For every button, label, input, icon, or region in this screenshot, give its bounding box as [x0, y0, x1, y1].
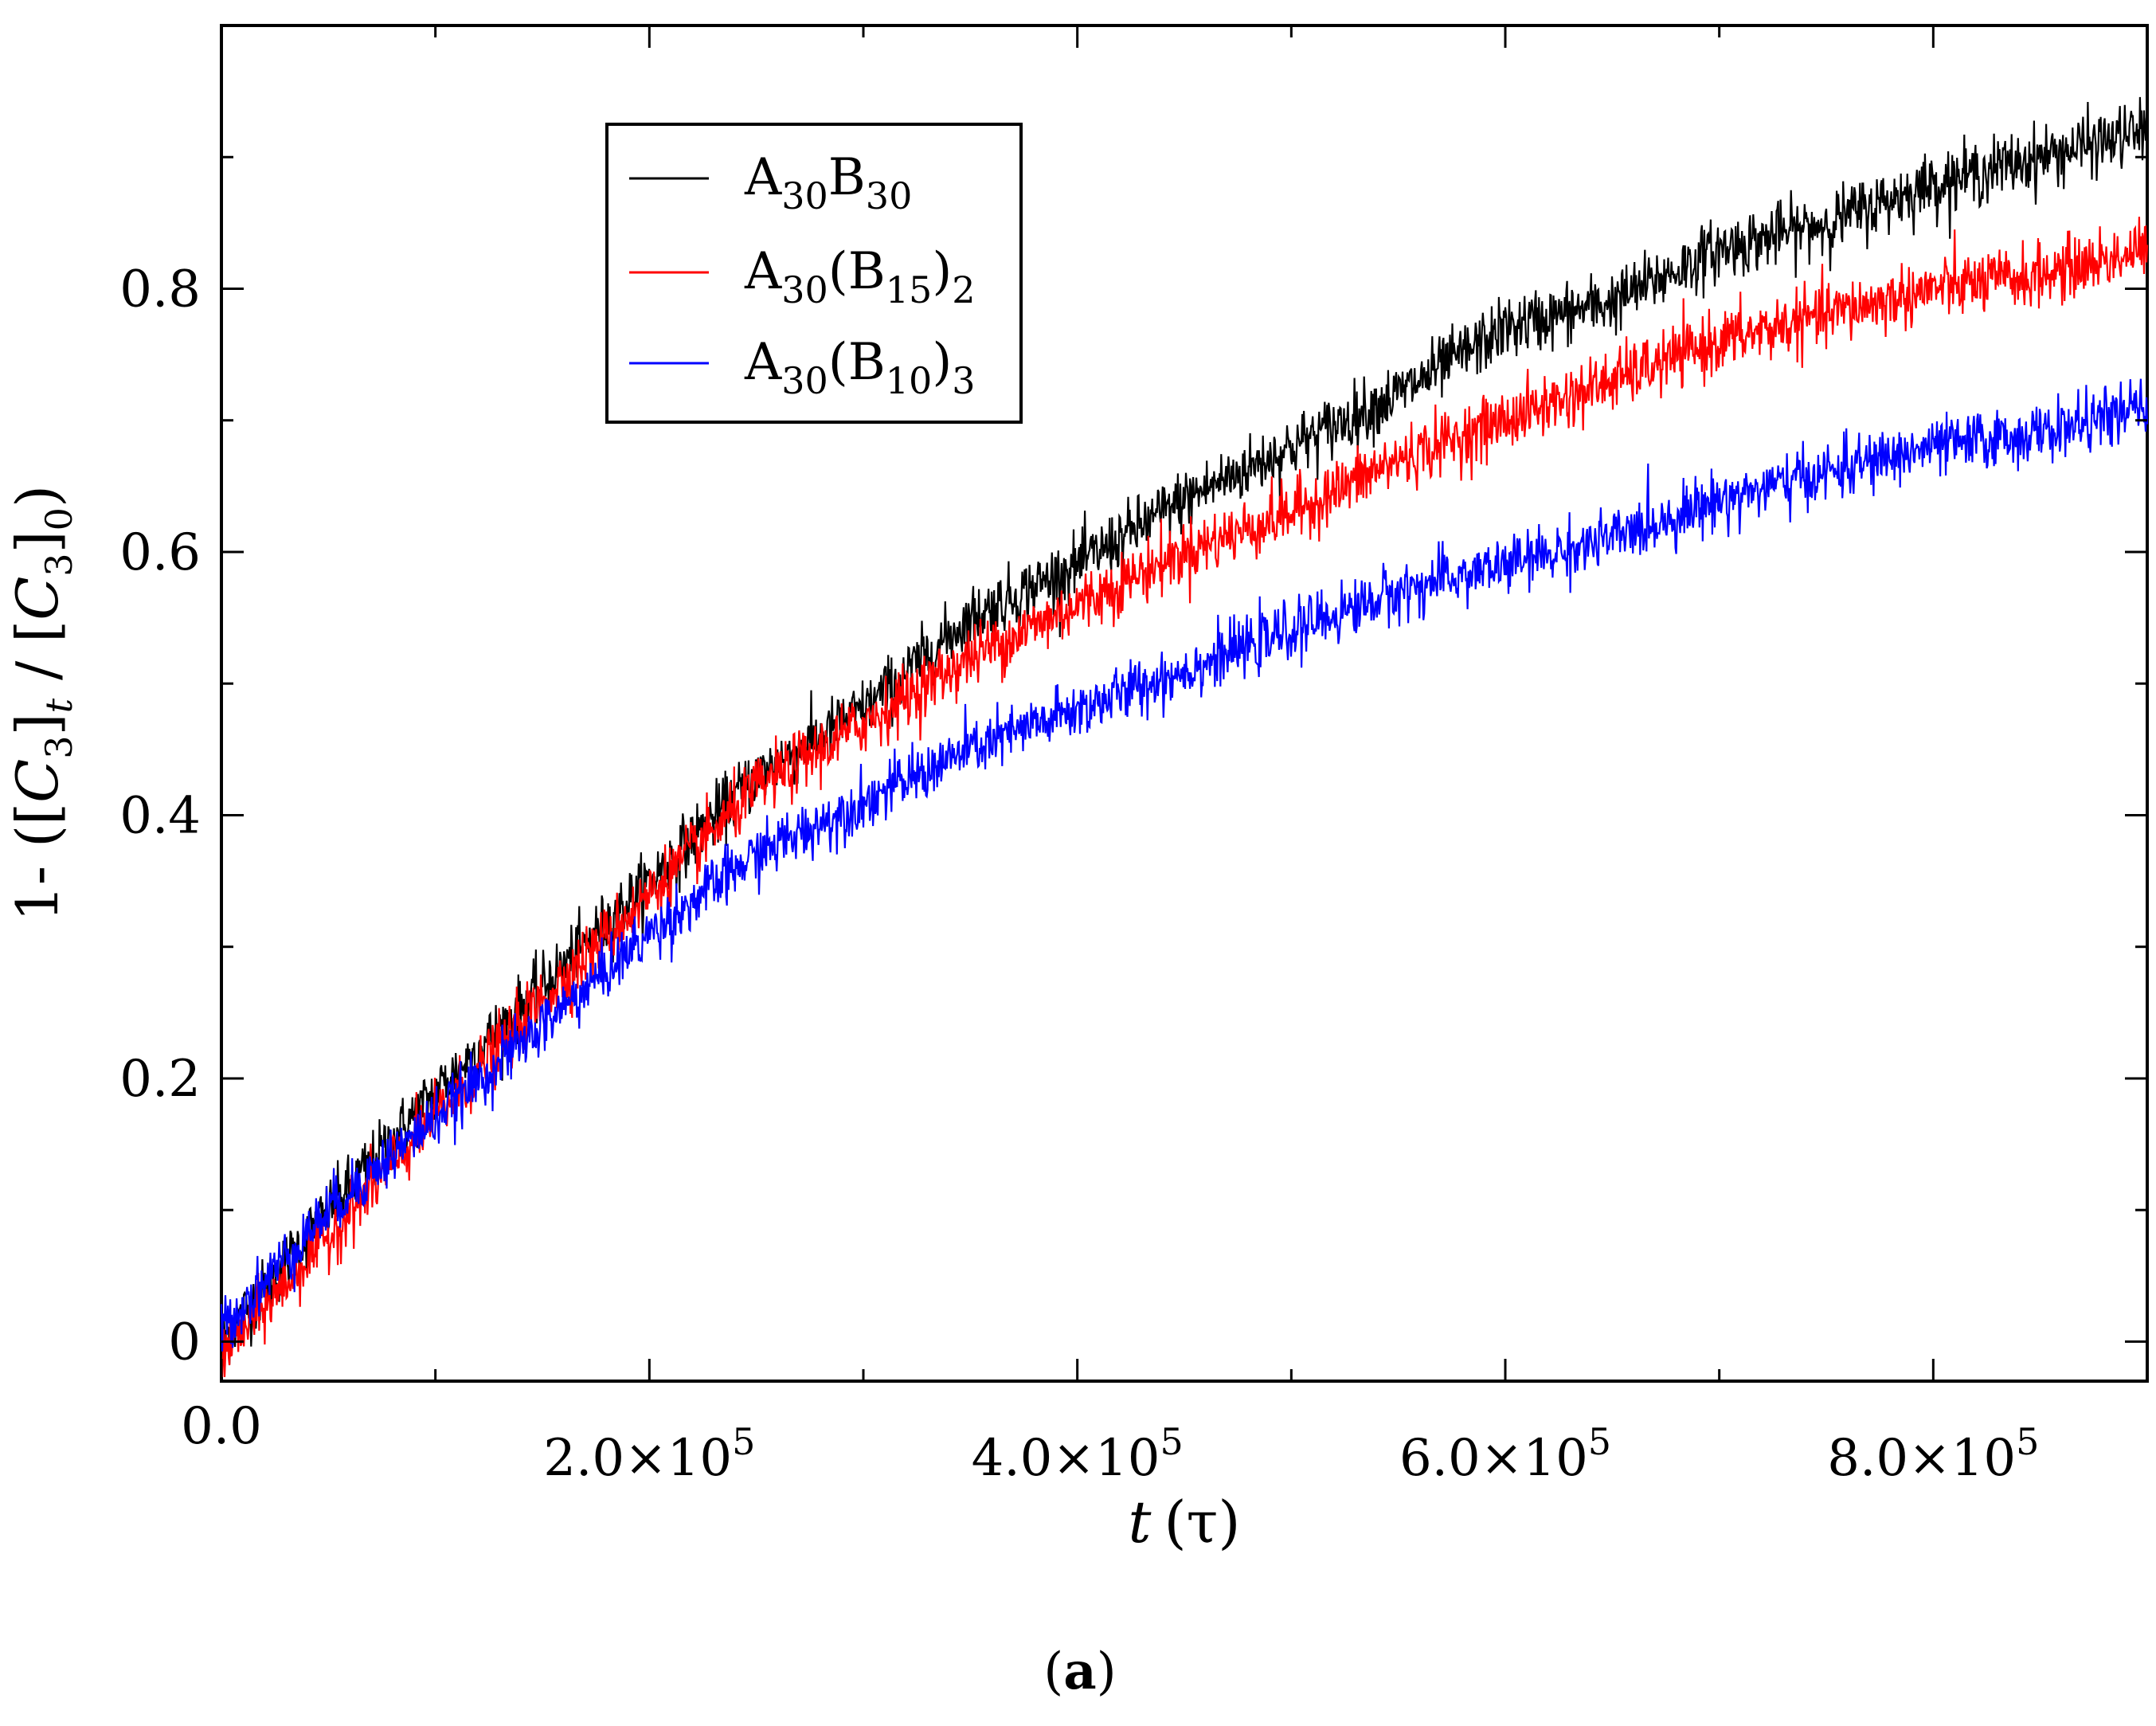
- figure-caption: (a): [1043, 1642, 1116, 1701]
- y-tick-label-2: 0.4: [119, 786, 201, 845]
- legend-label-a30b15-2: A30(B15)2: [744, 242, 976, 311]
- x-tick-label-4: 8.0×105: [1827, 1420, 2039, 1488]
- series-layer: [220, 96, 2149, 1377]
- series-line-a30-b10-3: [220, 378, 2149, 1352]
- legend-label-a30b30: A30B30: [744, 148, 912, 217]
- ticks-layer: [220, 25, 2147, 1381]
- y-tick-label-1: 0.2: [119, 1050, 201, 1109]
- x-axis-title: t (τ): [1129, 1489, 1241, 1556]
- y-tick-label-0: 0: [168, 1313, 201, 1372]
- series-line-a30b30: [220, 96, 2149, 1364]
- x-tick-label-1: 2.0×105: [543, 1420, 755, 1488]
- series-line-a30-b15-2: [220, 217, 2149, 1377]
- x-tick-label-2: 4.0×105: [972, 1420, 1184, 1488]
- x-tick-label-0: 0.0: [181, 1397, 262, 1456]
- legend-label-a30b10-3: A30(B10)3: [744, 333, 976, 402]
- y-tick-label-4: 0.8: [119, 260, 201, 319]
- y-axis-title: 1- ([C3]t / [C3]0): [4, 485, 80, 922]
- x-tick-label-3: 6.0×105: [1399, 1420, 1611, 1488]
- plot-frame: [220, 24, 2149, 1383]
- labels-layer: 0.0 2.0×105 4.0×105 6.0×105 8.0×105 0 0.2 0.4 0.…: [119, 260, 2039, 1488]
- y-tick-label-3: 0.6: [119, 523, 201, 582]
- legend: A30B30 A30(B15)2 A30(B10)3: [605, 123, 1023, 424]
